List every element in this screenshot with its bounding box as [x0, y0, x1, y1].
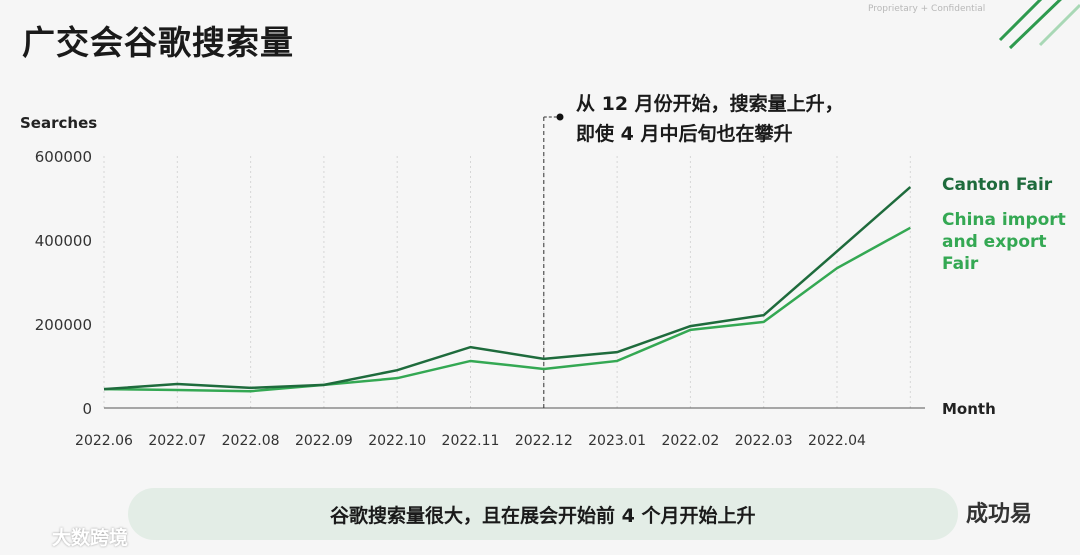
x-tick-label: 2022.12	[515, 433, 573, 449]
line-series	[103, 186, 912, 391]
x-tick-label: 2022.04	[808, 433, 866, 449]
watermark: 成功易	[966, 502, 1033, 527]
decoration	[1038, 3, 1080, 47]
x-tick-label: 2022.09	[295, 433, 353, 449]
annotation-line: 从 12 月份开始，搜索量上升，	[576, 93, 844, 115]
x-axis-label: Month	[942, 400, 996, 418]
x-tick-label: 2022.02	[661, 433, 719, 449]
legend-entry: Canton Fair	[942, 175, 1053, 195]
title: 广交会谷歌搜索量	[22, 23, 294, 62]
x-tick-label: 2022.10	[368, 433, 426, 449]
y-tick-label: 600000	[35, 148, 92, 166]
confidential: Proprietary + Confidential	[868, 4, 986, 14]
y-tick-label: 200000	[35, 316, 92, 334]
y-tick-label: 0	[82, 400, 92, 418]
y-axis-label: Searches	[20, 114, 97, 132]
banner	[128, 488, 958, 540]
legend-entry: China import and export Fair	[942, 210, 1066, 274]
x-tick-label: 2023.01	[588, 433, 646, 449]
x-tick-label: 2022.03	[735, 433, 793, 449]
banner-text: 谷歌搜索量很大，且在展会开始前 4 个月开始上升	[330, 505, 756, 527]
decoration	[998, 0, 1062, 50]
x-tick-label: 2022.11	[442, 433, 500, 449]
watermark: 大数跨境	[52, 527, 129, 549]
x-tick-label: 2022.07	[148, 433, 206, 449]
annotation: 从 12 月份开始，搜索量上升， 即使 4 月中后旬也在攀升	[576, 89, 844, 149]
x-tick-label: 2022.06	[75, 433, 133, 449]
annotation-line: 即使 4 月中后旬也在攀升	[576, 123, 793, 145]
annotation-dot	[556, 113, 564, 121]
x-tick-label: 2022.08	[222, 433, 280, 449]
line-series	[103, 226, 911, 393]
y-tick-label: 400000	[35, 232, 92, 250]
